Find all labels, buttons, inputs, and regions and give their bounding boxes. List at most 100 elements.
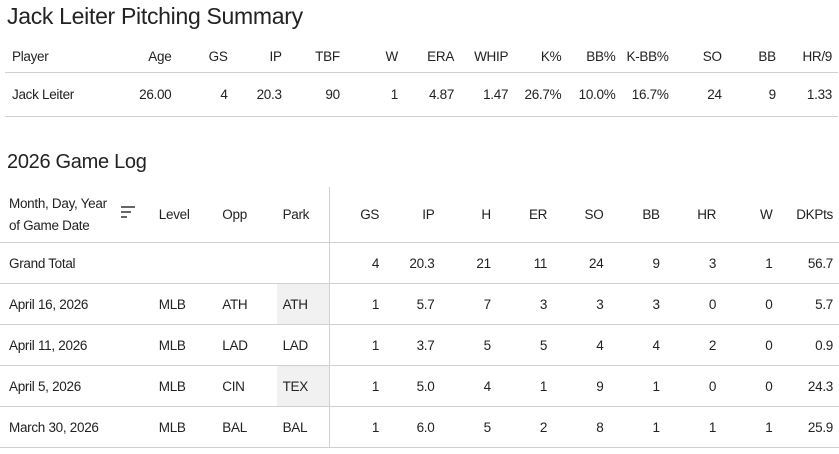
cell-hr: 2 [665,324,723,366]
cell-w: 0 [722,283,779,325]
cell-h: 7 [440,283,497,325]
cell-so: 24 [674,72,728,117]
cell-bb: 4 [609,324,666,366]
cell-dkpts: 0.9 [778,324,839,366]
grand-total-label: Grand Total [0,242,159,284]
cell-ip: 20.3 [233,72,288,117]
cell-dkpts: 5.7 [778,283,839,325]
cell-so: 8 [553,406,610,448]
cell-bb: 1 [609,406,666,448]
cell-game-date: March 30, 2026 [0,406,159,448]
cell-bb: 9 [727,72,782,117]
cell-game-date: April 5, 2026 [0,365,159,407]
cell-opp: LAD [222,324,277,366]
col-header-level[interactable]: Level [158,187,223,243]
cell-level: MLB [158,283,223,325]
col-header-k-pct[interactable]: K% [514,40,568,73]
col-header-er[interactable]: ER [496,187,554,243]
cell-ip: 3.7 [385,324,441,366]
col-header-k-bb-pct[interactable]: K-BB% [621,40,675,73]
sort-descending-icon[interactable] [120,205,137,218]
col-header-hr[interactable]: HR [665,187,723,243]
grand-total-opp [222,242,277,284]
cell-hr: 0 [665,365,723,407]
cell-opp: CIN [222,365,277,407]
cell-hr9: 1.33 [781,72,838,117]
gamelog-table: Month, Day, Year of Game Date Level Opp … [0,187,839,448]
game-row: March 30, 2026 MLB BAL BAL 1 6.0 5 2 8 1… [0,406,839,448]
col-header-player[interactable]: Player [5,40,124,73]
cell-dkpts: 25.9 [778,406,839,448]
cell-level: MLB [158,406,223,448]
grand-total-w: 1 [722,242,779,284]
grand-total-ip: 20.3 [385,242,441,284]
col-header-opp[interactable]: Opp [222,187,277,243]
cell-gs: 4 [177,72,234,117]
grand-total-so: 24 [553,242,610,284]
grand-total-dkpts: 56.7 [778,242,839,284]
gamelog-header-row: Month, Day, Year of Game Date Level Opp … [0,187,839,243]
grand-total-level [158,242,223,284]
cell-gs: 1 [329,365,386,407]
cell-park: TEX [276,365,331,407]
grand-total-gs: 4 [329,242,386,284]
cell-level: MLB [158,365,223,407]
cell-er: 5 [496,324,554,366]
summary-header-row: Player Age GS IP TBF W ERA WHIP K% BB% K… [5,40,838,73]
col-header-h[interactable]: H [440,187,497,243]
col-header-w[interactable]: W [722,187,779,243]
cell-bb: 1 [609,365,666,407]
game-row: April 11, 2026 MLB LAD LAD 1 3.7 5 5 4 4… [0,324,839,366]
cell-so: 9 [553,365,610,407]
col-header-whip[interactable]: WHIP [460,40,515,73]
col-header-ip[interactable]: IP [233,40,288,73]
cell-k-bb-pct: 16.7% [621,72,675,117]
cell-dkpts: 24.3 [778,365,839,407]
col-header-park[interactable]: Park [276,187,331,243]
cell-hr: 1 [665,406,723,448]
col-header-dkpts[interactable]: DKPts [778,187,839,243]
gamelog-title: 2026 Game Log [7,151,147,173]
cell-player: Jack Leiter [5,72,124,117]
cell-ip: 5.7 [385,283,441,325]
cell-whip: 1.47 [460,72,515,117]
col-header-game-date[interactable]: Month, Day, Year of Game Date [0,187,159,243]
col-header-gs[interactable]: GS [329,187,386,243]
grand-total-h: 21 [440,242,497,284]
col-header-bb[interactable]: BB [609,187,666,243]
col-header-ip[interactable]: IP [385,187,441,243]
game-row: April 5, 2026 MLB CIN TEX 1 5.0 4 1 9 1 … [0,365,839,407]
game-date-header-label: Month, Day, Year of Game Date [9,195,107,233]
cell-bb: 3 [609,283,666,325]
cell-game-date: April 11, 2026 [0,324,159,366]
cell-gs: 1 [329,283,386,325]
col-header-age[interactable]: Age [123,40,178,73]
grand-total-hr: 3 [665,242,723,284]
cell-w: 0 [722,365,779,407]
col-header-era[interactable]: ERA [403,40,461,73]
summary-title: Jack Leiter Pitching Summary [7,3,303,29]
cell-hr: 0 [665,283,723,325]
cell-w: 0 [722,324,779,366]
cell-er: 1 [496,365,554,407]
col-header-hr9[interactable]: HR/9 [781,40,838,73]
cell-level: MLB [158,324,223,366]
col-header-so[interactable]: SO [674,40,728,73]
col-header-w[interactable]: W [345,40,404,73]
cell-er: 3 [496,283,554,325]
col-header-gs[interactable]: GS [177,40,234,73]
col-header-bb-pct[interactable]: BB% [567,40,622,73]
cell-bb-pct: 10.0% [567,72,622,117]
cell-er: 2 [496,406,554,448]
col-header-tbf[interactable]: TBF [287,40,346,73]
cell-era: 4.87 [403,72,461,117]
summary-table: Player Age GS IP TBF W ERA WHIP K% BB% K… [5,40,838,117]
cell-opp: BAL [222,406,277,448]
grand-total-bb: 9 [609,242,666,284]
cell-so: 3 [553,283,610,325]
cell-h: 4 [440,365,497,407]
cell-w: 1 [345,72,404,117]
cell-park: ATH [276,283,331,325]
col-header-bb[interactable]: BB [727,40,782,73]
col-header-so[interactable]: SO [553,187,610,243]
